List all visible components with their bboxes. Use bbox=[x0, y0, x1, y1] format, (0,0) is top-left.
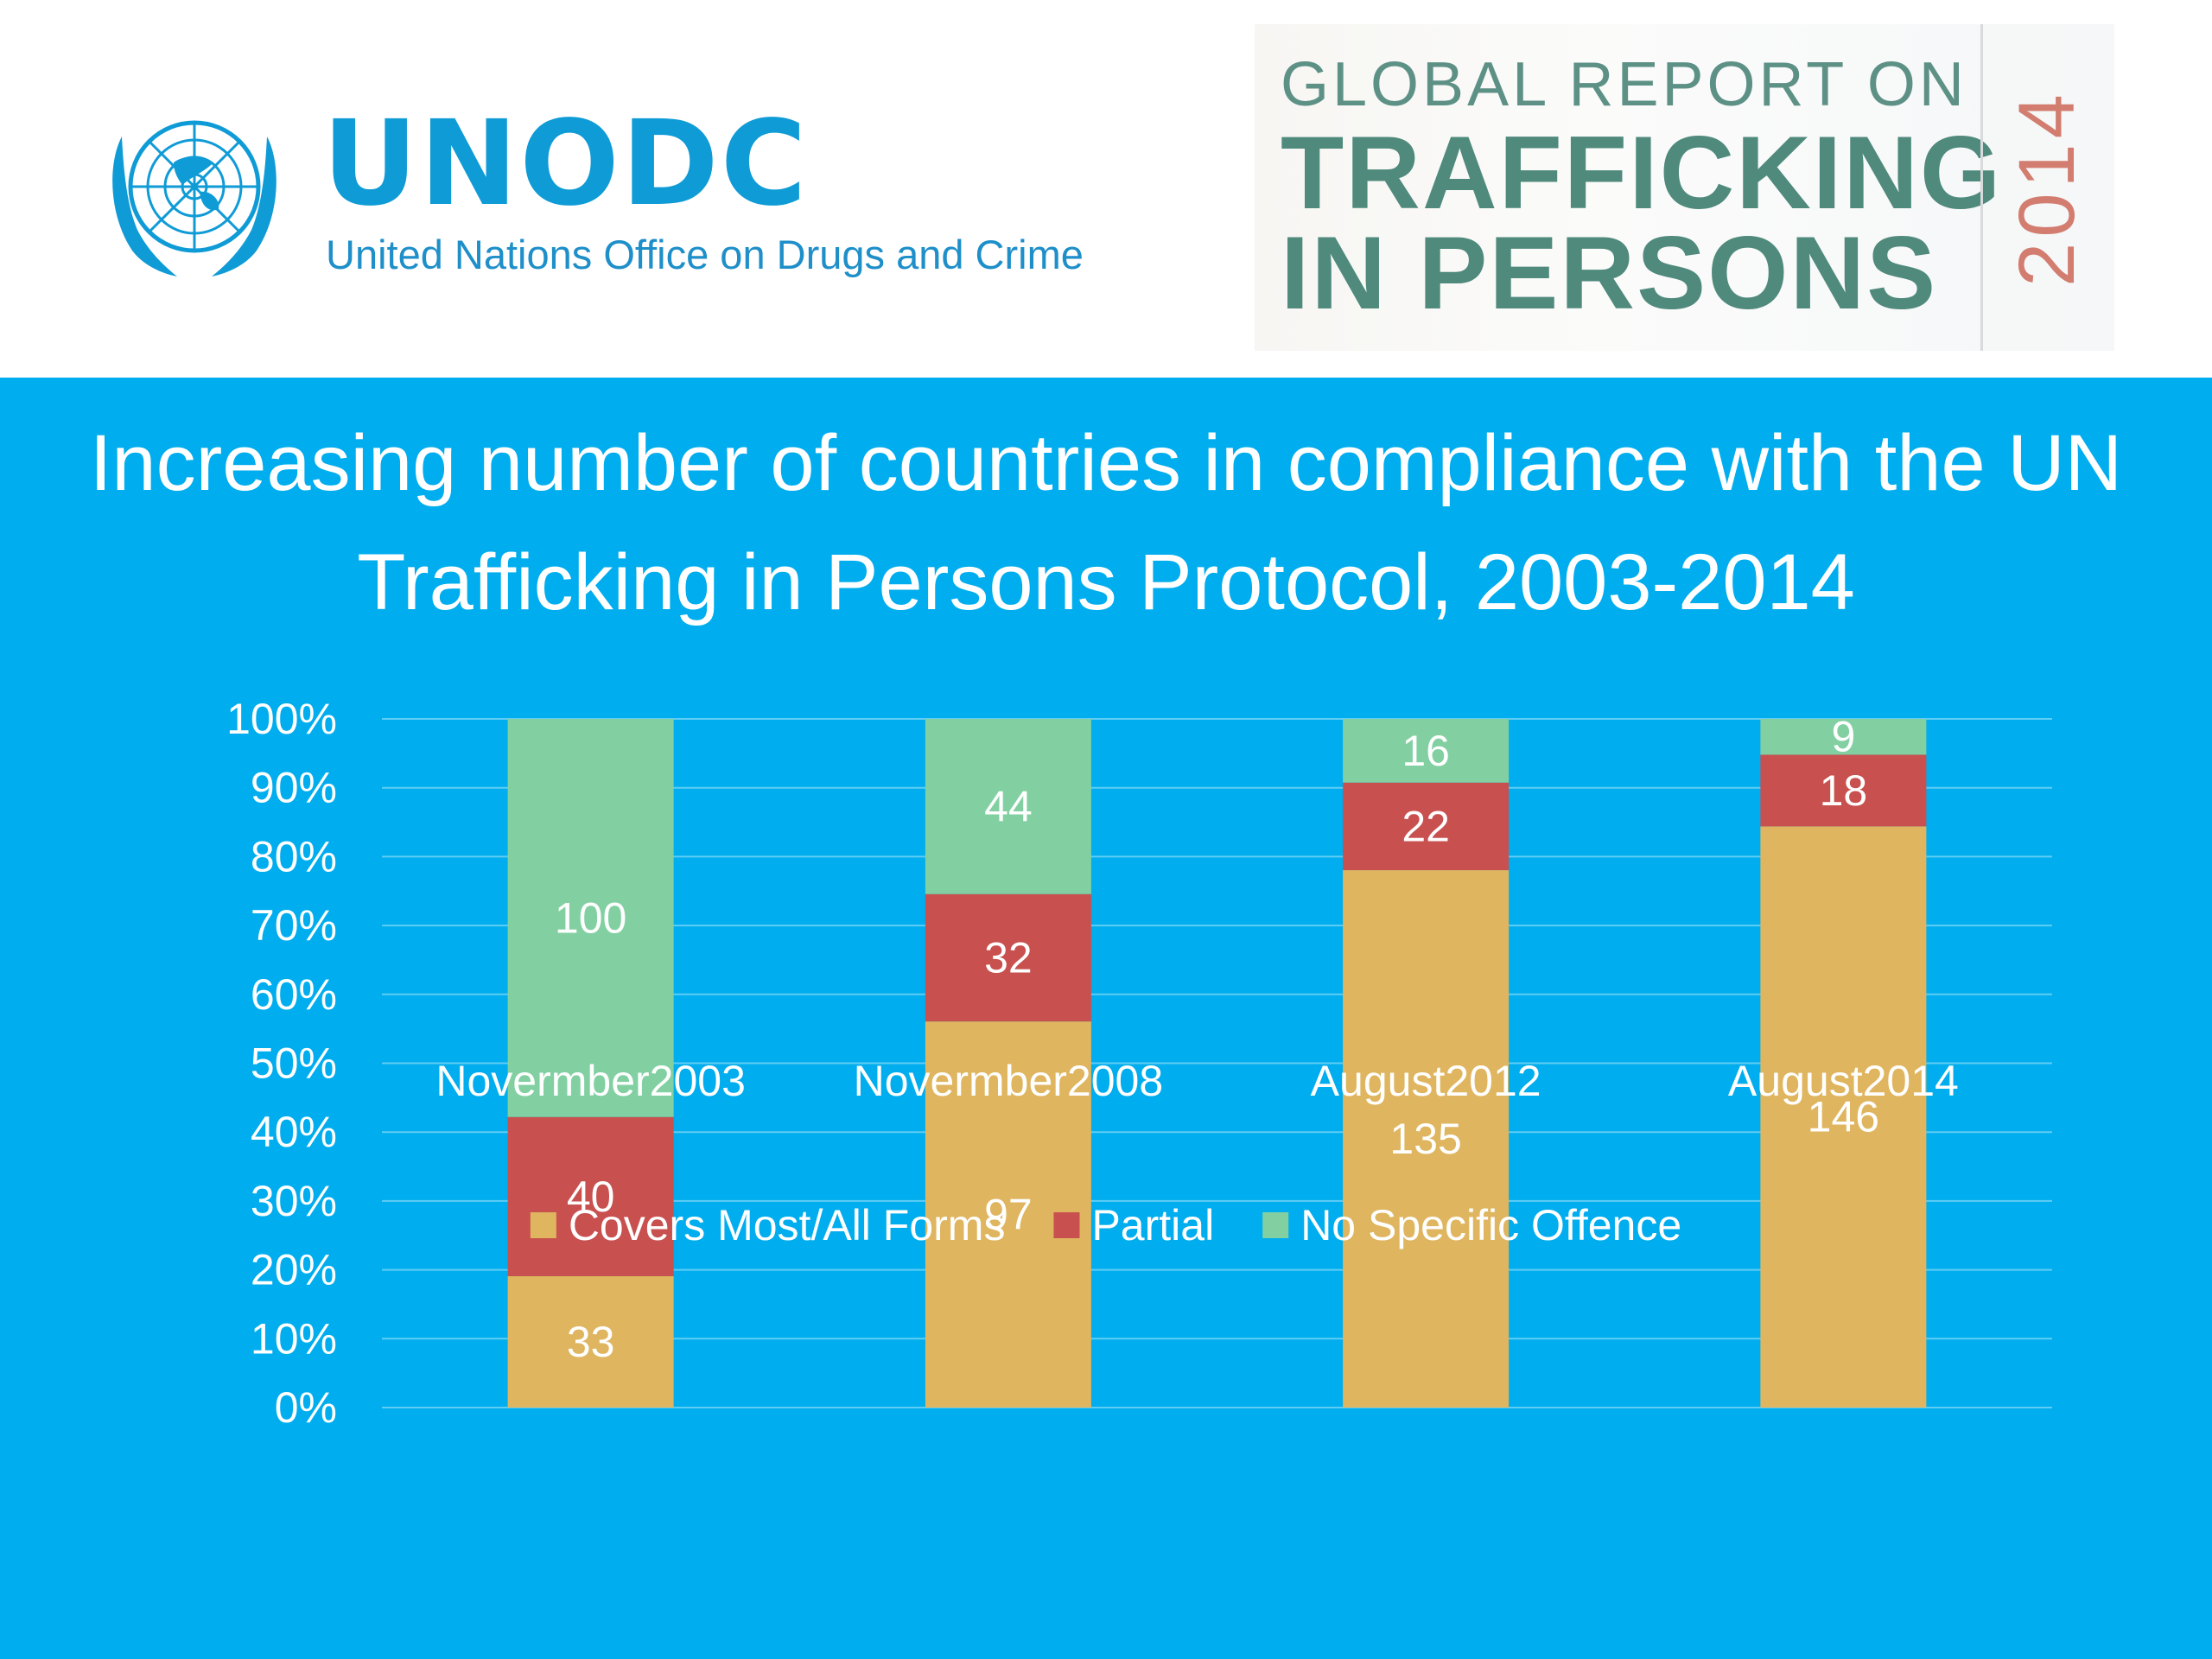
x-category-label: Novermber2003 bbox=[435, 1057, 746, 1105]
y-tick-label: 60% bbox=[251, 970, 337, 1019]
report-year-box: 2014 bbox=[1982, 24, 2112, 351]
bar-segment bbox=[925, 719, 1091, 894]
report-title-line3: IN PERSONS bbox=[1281, 215, 1938, 331]
legend-label: Partial bbox=[1091, 1201, 1214, 1249]
y-tick-label: 10% bbox=[251, 1314, 337, 1363]
bar-segment bbox=[1760, 826, 1927, 1408]
report-logo: GLOBAL REPORT ON TRAFFICKING IN PERSONS … bbox=[1255, 24, 2114, 351]
data-label: 100 bbox=[555, 893, 626, 942]
report-title-line1: GLOBAL REPORT ON bbox=[1281, 50, 1967, 119]
x-category-label: Novermber2008 bbox=[854, 1057, 1164, 1105]
org-full-name: United Nations Office on Drugs and Crime bbox=[326, 232, 1084, 277]
data-label: 9 bbox=[1831, 713, 1855, 761]
y-tick-label: 100% bbox=[226, 695, 337, 743]
bar-segment bbox=[1760, 719, 1927, 755]
data-label: 97 bbox=[984, 1191, 1033, 1239]
y-tick-label: 80% bbox=[251, 832, 337, 880]
data-label: 18 bbox=[1820, 766, 1868, 815]
x-category-label: August2012 bbox=[1311, 1057, 1541, 1105]
y-tick-label: 0% bbox=[275, 1383, 337, 1432]
bar-segment bbox=[507, 719, 674, 1117]
report-year: 2014 bbox=[2002, 88, 2091, 287]
bar-segment bbox=[507, 1275, 674, 1408]
unodc-logo: UNODC United Nations Office on Drugs and… bbox=[91, 102, 1128, 283]
bar-segment bbox=[1343, 719, 1510, 783]
report-title-line2: TRAFFICKING bbox=[1281, 115, 2003, 231]
data-label: 32 bbox=[984, 933, 1033, 982]
un-emblem-icon bbox=[112, 120, 276, 276]
y-tick-label: 40% bbox=[251, 1108, 337, 1156]
legend-swatch bbox=[1262, 1212, 1289, 1238]
legend-label: Covers Most/All Forms bbox=[569, 1201, 1006, 1249]
bar-segment bbox=[1343, 870, 1510, 1408]
legend-swatch bbox=[1053, 1212, 1080, 1238]
y-tick-label: 50% bbox=[251, 1039, 337, 1088]
bar-segment bbox=[1343, 782, 1510, 871]
chart-panel: Increasing number of countries in compli… bbox=[0, 378, 2212, 1659]
header: UNODC United Nations Office on Drugs and… bbox=[0, 0, 2212, 378]
chart-title: Increasing number of countries in compli… bbox=[89, 419, 2123, 626]
y-tick-label: 90% bbox=[251, 764, 337, 812]
data-label: 135 bbox=[1389, 1115, 1461, 1163]
report-divider bbox=[1980, 24, 1983, 351]
legend-label: No Specific Offence bbox=[1300, 1201, 1681, 1249]
x-category-label: August2014 bbox=[1728, 1057, 1959, 1105]
data-label: 22 bbox=[1402, 802, 1450, 850]
stacked-bar-chart: 0% 10% 20% 30% 40% 50% 60% 70% 80% 90% 100% 33 40 100… bbox=[226, 695, 2052, 1432]
legend-swatch bbox=[530, 1212, 556, 1238]
y-tick-label: 70% bbox=[251, 901, 337, 950]
bar-segment bbox=[507, 1116, 674, 1276]
data-label: 33 bbox=[567, 1318, 615, 1366]
org-name: UNODC bbox=[322, 96, 809, 232]
y-tick-label: 30% bbox=[251, 1177, 337, 1225]
data-label: 44 bbox=[984, 782, 1033, 830]
data-label: 16 bbox=[1402, 727, 1450, 775]
data-label: 146 bbox=[1808, 1093, 1879, 1141]
data-label: 40 bbox=[567, 1173, 615, 1221]
y-tick-label: 20% bbox=[251, 1246, 337, 1294]
bar-segment bbox=[925, 893, 1091, 1022]
bar-segment bbox=[1760, 754, 1927, 827]
